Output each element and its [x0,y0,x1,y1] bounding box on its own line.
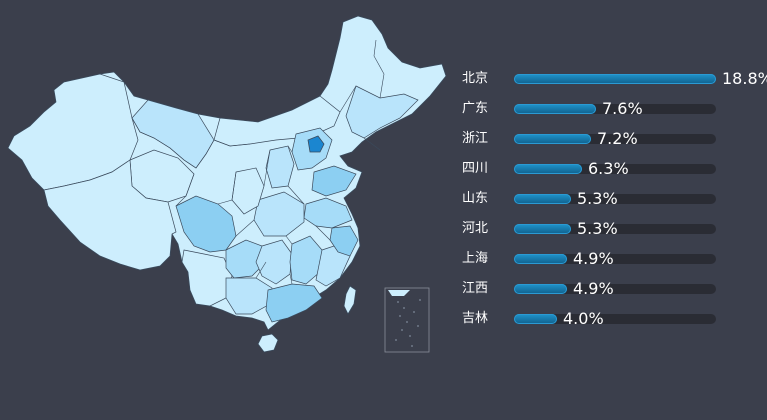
ranking-value-label: 4.9% [573,249,614,268]
map-hainan [257,333,279,353]
ranking-bar [514,104,596,114]
ranking-category-label: 浙江 [462,131,489,146]
ranking-bar [514,164,582,174]
ranking-category-label: 广东 [462,101,489,116]
ranking-category-label: 吉林 [462,311,489,326]
ranking-row: 北京 18.8% [458,64,767,94]
ranking-bar [514,224,571,234]
ranking-bar-track [514,284,716,294]
map-province-jiangxi [289,235,323,285]
province-ranking-chart: 北京 18.8% 广东 7.6% 浙江 7.2% 四川 6.3% 山东 5.3% 河北 5.3% 上海 4… [458,64,767,344]
ranking-row: 山东 5.3% [458,184,758,214]
ranking-category-label: 江西 [462,281,489,296]
map-province-guangdong [265,283,323,323]
ranking-bar [514,194,571,204]
ranking-bar-track [514,164,716,174]
map-province-jiangsu-anhui [303,197,353,229]
map-province-shandong [311,165,357,197]
china-map [7,15,447,353]
ranking-bar-track [514,254,716,264]
ranking-category-label: 北京 [462,71,489,86]
ranking-category-label: 四川 [462,161,489,176]
map-province-beijing [307,135,325,153]
ranking-bar-track [514,134,716,144]
ranking-bar [514,314,557,324]
ranking-value-label: 6.3% [588,159,629,178]
south-china-sea-inset [384,287,430,353]
ranking-row: 吉林 4.0% [458,304,758,334]
map-province-tibet [43,159,177,271]
ranking-value-label: 4.9% [573,279,614,298]
ranking-value-label: 7.2% [597,129,638,148]
ranking-value-label: 7.6% [602,99,643,118]
ranking-value-label: 4.0% [563,309,604,328]
map-province-borders [131,39,385,285]
ranking-bar [514,134,591,144]
ranking-bar-track [514,314,716,324]
ranking-bar [514,74,716,84]
ranking-bar-track [514,194,716,204]
ranking-bar [514,254,567,264]
map-province-hubei-henan [253,191,305,237]
ranking-row: 四川 6.3% [458,154,758,184]
ranking-bar-track [514,104,716,114]
ranking-bar-track [514,74,716,84]
ranking-row: 上海 4.9% [458,244,758,274]
ranking-row: 浙江 7.2% [458,124,758,154]
ranking-row: 广东 7.6% [458,94,758,124]
map-province-yunnan [181,249,233,307]
map-taiwan [343,285,357,315]
ranking-category-label: 河北 [462,221,489,236]
ranking-category-label: 山东 [462,191,489,206]
ranking-category-label: 上海 [462,251,489,266]
ranking-row: 江西 4.9% [458,274,758,304]
ranking-row: 河北 5.3% [458,214,758,244]
map-province-northeast [345,85,419,139]
map-province-hunan [255,239,293,285]
ranking-value-label: 18.8% [722,69,767,88]
ranking-value-label: 5.3% [577,189,618,208]
ranking-bar-track [514,224,716,234]
map-province-guangxi [225,277,273,315]
map-province-sichuan [175,195,237,253]
ranking-value-label: 5.3% [577,219,618,238]
ranking-bar [514,284,567,294]
